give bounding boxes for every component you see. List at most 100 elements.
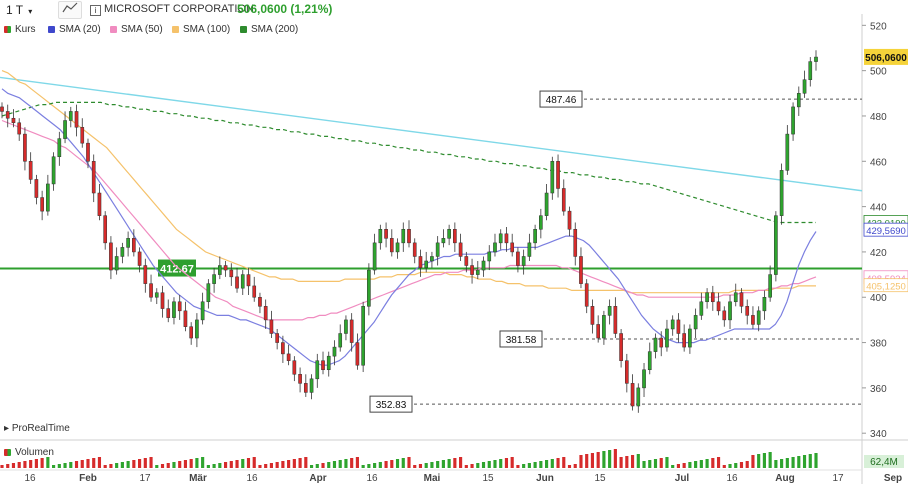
candle-body	[762, 296, 767, 312]
candle-body	[74, 111, 79, 128]
candle-body	[149, 283, 153, 298]
volume-bar	[275, 462, 279, 468]
candle-body	[584, 283, 589, 307]
volume-bar	[126, 461, 130, 468]
candle-body	[487, 251, 492, 262]
volume-bar	[470, 464, 474, 468]
sma100-line	[1, 70, 816, 294]
candle-body	[504, 233, 509, 244]
volume-bar	[797, 456, 801, 468]
last-price-box	[864, 48, 908, 65]
candle-body	[613, 306, 618, 334]
trendline	[0, 76, 863, 192]
volume-bar	[722, 465, 726, 468]
candle-body	[395, 242, 400, 253]
candle-body	[602, 315, 606, 339]
volume-bar	[636, 454, 640, 468]
volume-bar	[499, 459, 503, 468]
candle-body	[464, 256, 469, 266]
candle-body	[527, 242, 532, 257]
volume-bar	[619, 457, 623, 468]
volume-bar	[608, 450, 612, 468]
candle-body	[34, 179, 39, 198]
candle-body	[802, 79, 807, 94]
legend-swatch-sma50	[110, 26, 117, 33]
candle-body	[223, 265, 228, 271]
legend-sma100[interactable]: SMA (100)	[172, 24, 230, 35]
timeframe-selector[interactable]: 1 T ▾	[6, 3, 33, 17]
y-tick-label: 420	[870, 248, 887, 259]
y-tick-label: 520	[870, 21, 887, 32]
x-tick-label: Jul	[675, 473, 690, 484]
y-tick-label: 480	[870, 112, 887, 123]
legend-sma50[interactable]: SMA (50)	[110, 24, 163, 35]
candle-body	[309, 378, 314, 393]
candle-body	[636, 387, 641, 407]
volume-bar	[6, 464, 10, 468]
candle-body	[120, 247, 125, 257]
chevron-down-icon: ▾	[28, 7, 33, 16]
volume-bar	[510, 457, 514, 468]
volume-bar	[378, 462, 382, 468]
candle-body	[177, 301, 182, 312]
legend-kurs[interactable]: Kurs	[4, 24, 36, 35]
volume-bar	[413, 465, 417, 468]
volume-bar	[430, 462, 434, 468]
candle-body	[579, 256, 583, 284]
volume-bar	[791, 457, 795, 468]
volume-bar	[453, 458, 457, 468]
volume-bar	[74, 461, 79, 468]
volume-value-label: 62,4M	[870, 457, 898, 468]
volume-bar	[447, 459, 451, 468]
volume-bar	[23, 461, 27, 468]
candle-body	[745, 306, 750, 316]
candle-body	[435, 242, 440, 257]
dashed-level-box	[499, 330, 543, 348]
volume-bar	[69, 462, 73, 468]
x-tick-label: 15	[594, 473, 606, 484]
volume-bar	[407, 457, 411, 468]
candle-body	[659, 337, 664, 348]
candle-body	[688, 328, 692, 348]
candle-body	[114, 256, 119, 271]
last-price-label: 506,0600	[865, 53, 907, 64]
volume-bar	[287, 460, 291, 468]
volume-bar	[304, 457, 308, 468]
watermark: ▸ ProRealTime	[4, 423, 70, 434]
candle-body	[510, 242, 515, 253]
info-icon[interactable]: i	[90, 5, 101, 16]
volume-bar	[401, 458, 405, 468]
candle-body	[705, 292, 709, 303]
volume-bar	[476, 463, 480, 468]
candle-body	[372, 242, 377, 271]
candle-body	[384, 229, 388, 239]
volume-bar	[138, 459, 142, 468]
y-tick-label: 360	[870, 384, 887, 395]
volume-bar	[109, 464, 113, 468]
volume-bar	[436, 461, 440, 468]
x-tick-label: Jun	[536, 473, 554, 484]
volume-bar	[630, 455, 635, 468]
x-tick-label: Mai	[424, 473, 441, 484]
volume-bar	[0, 465, 4, 468]
volume-bar	[155, 465, 159, 468]
volume-bar	[17, 462, 21, 468]
volume-legend[interactable]: Volumen	[4, 447, 54, 458]
legend-sma20[interactable]: SMA (20)	[48, 24, 101, 35]
volume-bar	[132, 460, 136, 468]
x-tick-label: Apr	[309, 473, 326, 484]
volume-bar	[459, 457, 463, 468]
candlestick-chart-icon[interactable]	[58, 1, 82, 19]
volume-bar	[97, 457, 102, 468]
candle-body	[269, 319, 274, 334]
volume-bar	[728, 464, 732, 468]
volume-bar	[92, 458, 96, 468]
candle-body	[475, 269, 480, 275]
volume-bar	[361, 465, 365, 468]
candle-body	[716, 301, 721, 312]
volume-bar	[802, 455, 807, 468]
y-tick-label: 400	[870, 293, 887, 304]
legend-sma200[interactable]: SMA (200)	[240, 24, 298, 35]
candle-body	[126, 238, 130, 248]
